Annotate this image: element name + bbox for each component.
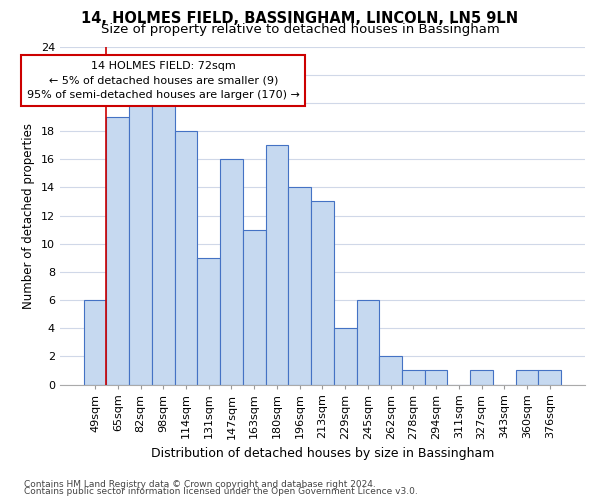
Bar [106,117,129,384]
Bar [402,370,425,384]
Bar [334,328,356,384]
Bar [470,370,493,384]
Text: Size of property relative to detached houses in Bassingham: Size of property relative to detached ho… [101,22,499,36]
X-axis label: Distribution of detached houses by size in Bassingham: Distribution of detached houses by size … [151,447,494,460]
Bar [311,202,334,384]
Bar [289,188,311,384]
Bar [175,131,197,384]
Bar [515,370,538,384]
Bar [152,103,175,384]
Bar [356,300,379,384]
Bar [266,145,289,384]
Bar [538,370,561,384]
Y-axis label: Number of detached properties: Number of detached properties [22,122,35,308]
Text: 14, HOLMES FIELD, BASSINGHAM, LINCOLN, LN5 9LN: 14, HOLMES FIELD, BASSINGHAM, LINCOLN, L… [82,11,518,26]
Bar [197,258,220,384]
Text: 14 HOLMES FIELD: 72sqm
← 5% of detached houses are smaller (9)
95% of semi-detac: 14 HOLMES FIELD: 72sqm ← 5% of detached … [27,60,300,100]
Bar [243,230,266,384]
Bar [425,370,448,384]
Bar [220,159,243,384]
Bar [129,103,152,384]
Text: Contains public sector information licensed under the Open Government Licence v3: Contains public sector information licen… [24,487,418,496]
Text: Contains HM Land Registry data © Crown copyright and database right 2024.: Contains HM Land Registry data © Crown c… [24,480,376,489]
Bar [379,356,402,384]
Bar [84,300,106,384]
